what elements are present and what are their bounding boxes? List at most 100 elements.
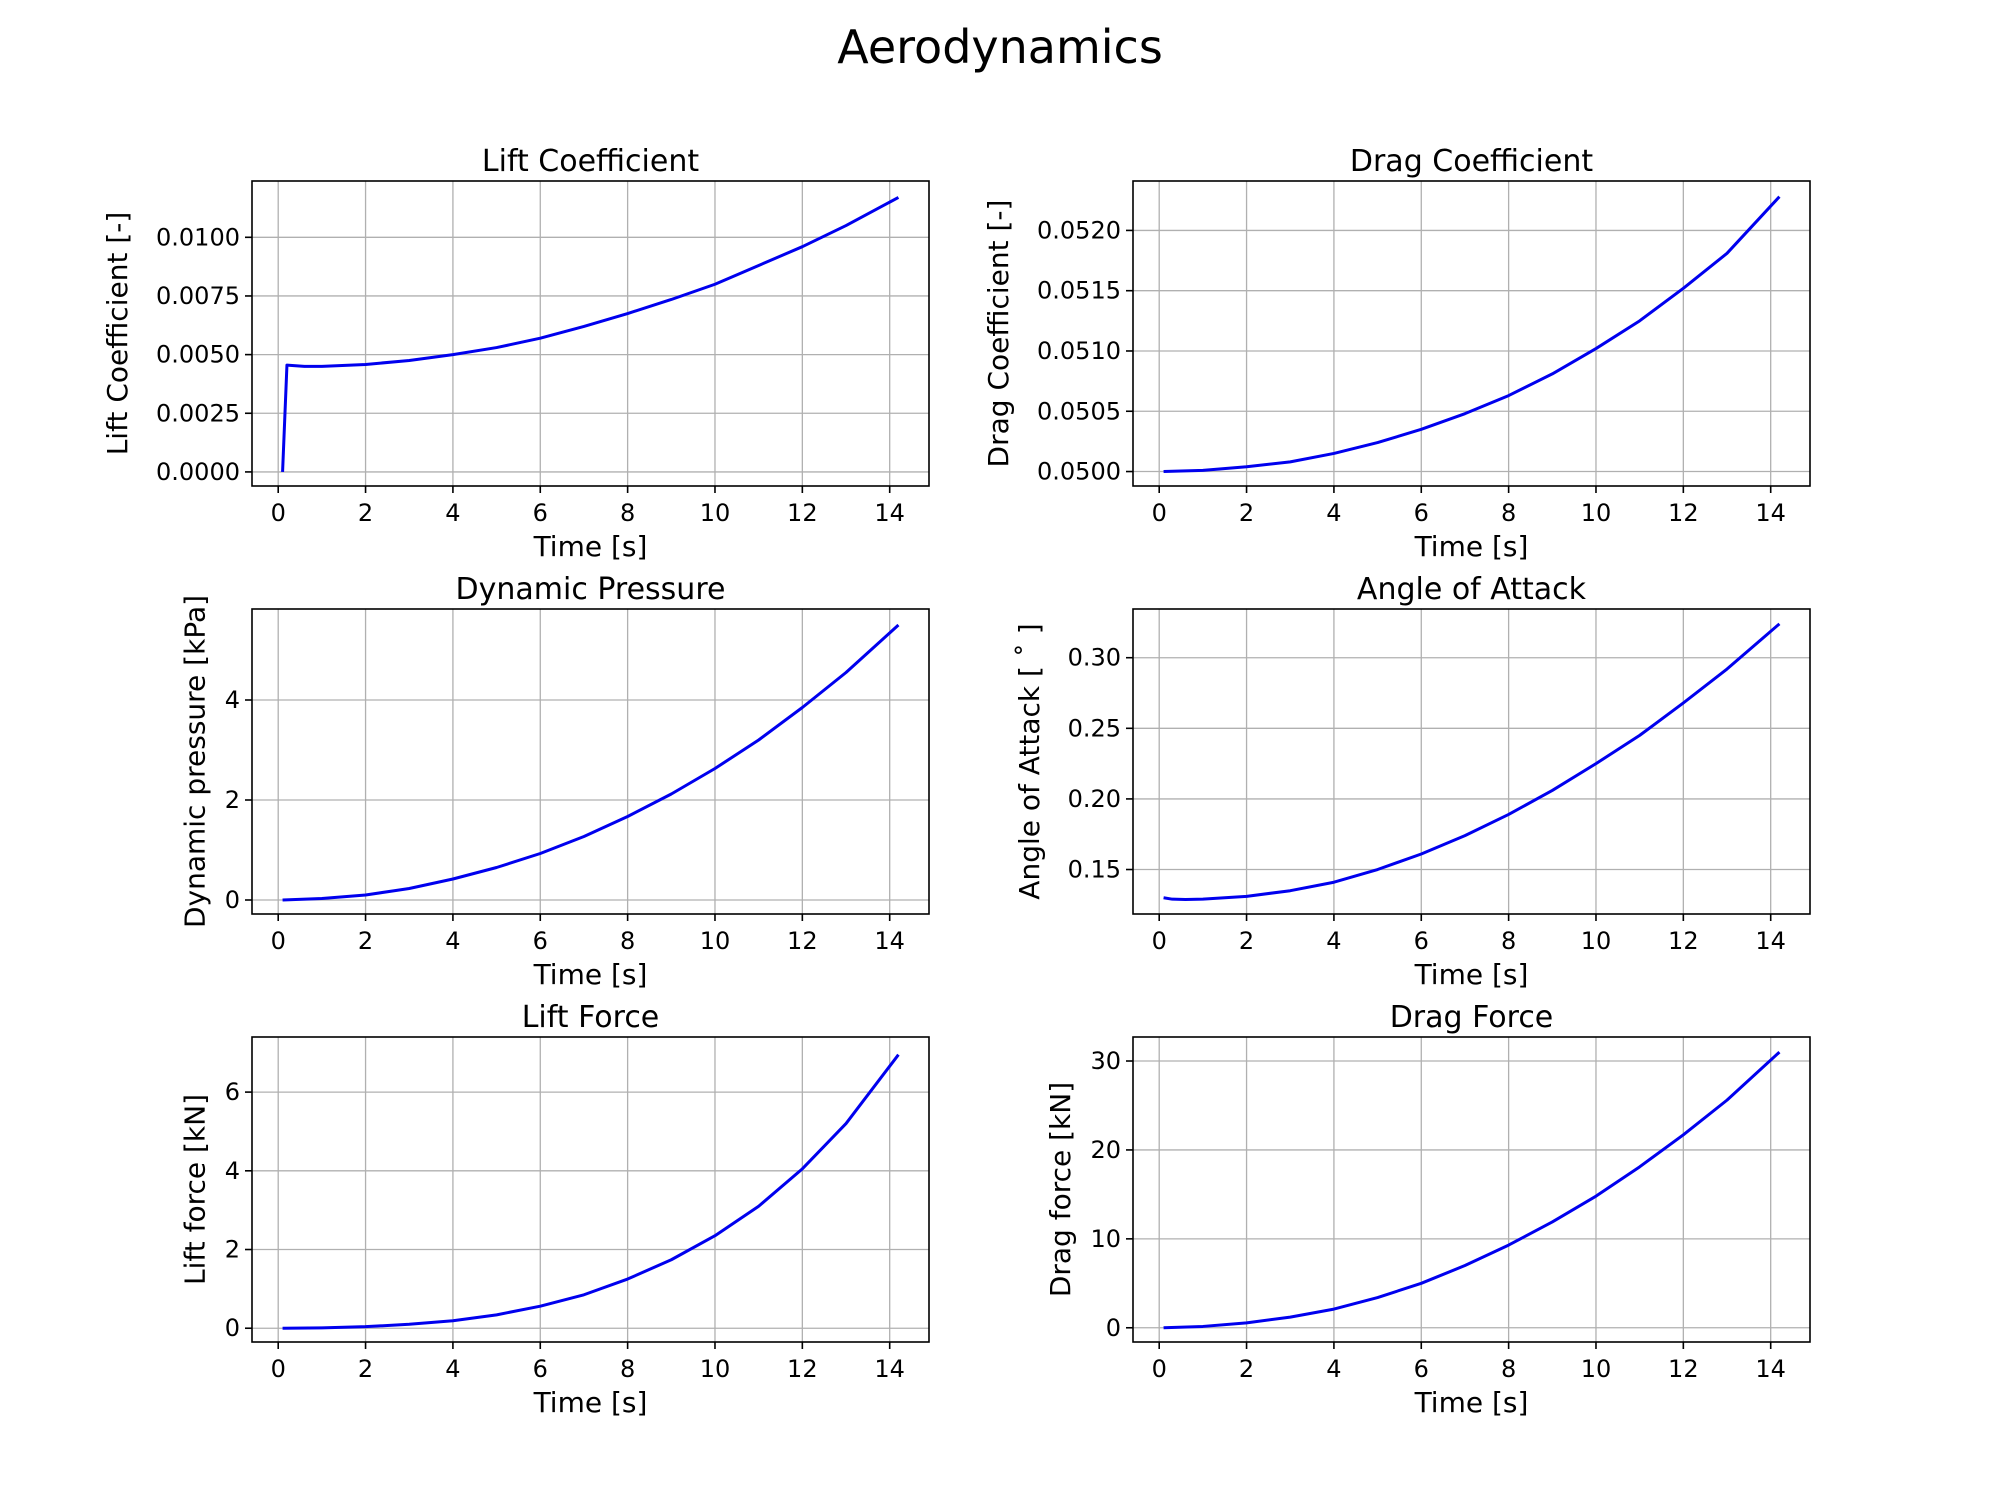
axes-frame: [251, 180, 930, 487]
x-tick-label: 6: [533, 1355, 548, 1383]
x-tick-label: 6: [1414, 499, 1429, 527]
x-tick-label: 8: [1501, 499, 1516, 527]
y-tick-label: 0.15: [1068, 856, 1121, 884]
x-tick-label: 6: [1414, 927, 1429, 955]
y-tick-label: 0.0025: [156, 399, 240, 427]
x-tick-label: 14: [874, 927, 905, 955]
axes-frame: [251, 608, 930, 915]
x-tick-label: 12: [787, 499, 818, 527]
x-tick-label: 12: [1668, 927, 1699, 955]
y-tick-label: 0.0515: [1037, 277, 1121, 305]
subplot-1: 0 2 4 6 8 10 12 14 0.0000 0.0025 0.0050 0.0075 0.010…: [101, 144, 930, 563]
y-axis-label: Lift force [kN]: [179, 1094, 212, 1285]
y-tick-label: 2: [225, 786, 240, 814]
y-tick-label: 20: [1090, 1136, 1121, 1164]
x-tick-label: 0: [1152, 1355, 1167, 1383]
y-tick-label: 4: [225, 686, 240, 714]
x-axis-label: Time [s]: [533, 958, 648, 991]
x-axis-label: Time [s]: [1414, 1386, 1529, 1419]
y-tick-label: 10: [1090, 1225, 1121, 1253]
x-tick-label: 10: [1581, 1355, 1612, 1383]
x-tick-label: 12: [1668, 499, 1699, 527]
figure-title: Aerodynamics: [837, 20, 1163, 74]
y-tick-label: 6: [225, 1078, 240, 1106]
data-series-line: [282, 623, 900, 902]
y-tick-label: 4: [225, 1157, 240, 1185]
x-tick-label: 8: [620, 499, 635, 527]
x-tick-label: 2: [1239, 927, 1254, 955]
x-tick-label: 14: [874, 1355, 905, 1383]
subplot-5: 0 2 4 6 8 10 12 14 0 2 4 6 Lift Force Time [s] Lift fo…: [179, 1000, 930, 1419]
y-tick-label: 30: [1090, 1047, 1121, 1075]
y-tick-label: 0.0520: [1037, 216, 1121, 244]
data-series-line: [282, 1053, 900, 1330]
y-tick-label: 0: [1106, 1314, 1121, 1342]
x-tick-label: 2: [1239, 1355, 1254, 1383]
x-tick-label: 8: [1501, 927, 1516, 955]
x-axis-label: Time [s]: [1414, 530, 1529, 563]
x-tick-label: 12: [1668, 1355, 1699, 1383]
x-tick-label: 0: [1152, 927, 1167, 955]
x-tick-label: 6: [533, 927, 548, 955]
x-tick-label: 8: [620, 927, 635, 955]
x-tick-label: 14: [1755, 499, 1786, 527]
x-axis-label: Time [s]: [533, 530, 648, 563]
y-axis-label: Lift Coefficient [-]: [101, 212, 134, 456]
y-tick-label: 0: [225, 886, 240, 914]
x-tick-label: 2: [1239, 499, 1254, 527]
x-tick-label: 14: [1755, 927, 1786, 955]
x-tick-label: 2: [358, 927, 373, 955]
axes-frame: [1132, 180, 1811, 487]
subplot-2: 0 2 4 6 8 10 12 14 0.0500 0.0505 0.0510 0.0515 0.052…: [982, 144, 1811, 563]
x-tick-label: 4: [1326, 499, 1341, 527]
x-tick-label: 0: [271, 499, 286, 527]
subplot-title: Lift Force: [522, 1000, 660, 1035]
y-tick-label: 0.0075: [156, 282, 240, 310]
y-tick-label: 0.25: [1068, 714, 1121, 742]
x-axis-label: Time [s]: [1414, 958, 1529, 991]
x-tick-label: 8: [620, 1355, 635, 1383]
subplot-6: 0 2 4 6 8 10 12 14 0 10 20 30 Drag Force Time [s] Drag…: [1044, 1000, 1811, 1419]
y-axis-label: Drag force [kN]: [1044, 1082, 1077, 1297]
subplot-title: Drag Force: [1390, 1000, 1554, 1035]
subplot-title: Dynamic Pressure: [456, 572, 726, 607]
x-axis-label: Time [s]: [533, 1386, 648, 1419]
x-tick-label: 8: [1501, 1355, 1516, 1383]
y-tick-label: 0.0505: [1037, 397, 1121, 425]
x-tick-label: 14: [874, 499, 905, 527]
x-tick-label: 4: [445, 927, 460, 955]
x-tick-label: 2: [358, 1355, 373, 1383]
y-tick-label: 0.0100: [156, 223, 240, 251]
x-tick-label: 6: [533, 499, 548, 527]
x-tick-label: 4: [1326, 927, 1341, 955]
x-tick-label: 10: [1581, 927, 1612, 955]
y-tick-label: 0.0500: [1037, 458, 1121, 486]
y-axis-label: Dynamic pressure [kPa]: [179, 595, 212, 928]
axes-frame: [1132, 608, 1811, 915]
y-tick-label: 0.20: [1068, 785, 1121, 813]
x-tick-label: 6: [1414, 1355, 1429, 1383]
x-tick-label: 12: [787, 1355, 818, 1383]
y-tick-label: 0.30: [1068, 644, 1121, 672]
subplot-title: Drag Coefficient: [1350, 144, 1593, 179]
y-tick-label: 0.0000: [156, 458, 240, 486]
subplot-3: 0 2 4 6 8 10 12 14 0 2 4 Dynamic Pressure Time [s] Dy…: [179, 572, 930, 991]
x-tick-label: 2: [358, 499, 373, 527]
x-tick-label: 14: [1755, 1355, 1786, 1383]
x-tick-label: 4: [1326, 1355, 1341, 1383]
x-tick-label: 0: [271, 1355, 286, 1383]
y-axis-label: Angle of Attack [ ˚ ]: [1013, 623, 1046, 899]
x-tick-label: 0: [271, 927, 286, 955]
x-tick-label: 10: [700, 927, 731, 955]
data-series-line: [1163, 622, 1781, 901]
y-axis-label: Drag Coefficient [-]: [982, 200, 1015, 468]
data-series-line: [1163, 1051, 1781, 1330]
y-tick-label: 0: [225, 1314, 240, 1342]
x-tick-label: 4: [445, 1355, 460, 1383]
axes-frame: [251, 1036, 930, 1343]
axes-frame: [1132, 1036, 1811, 1343]
data-series-line: [281, 196, 900, 472]
subplot-4: 0 2 4 6 8 10 12 14 0.15 0.20 0.25 0.30 Angle of Atta…: [1013, 572, 1811, 991]
subplot-title: Angle of Attack: [1357, 572, 1587, 607]
